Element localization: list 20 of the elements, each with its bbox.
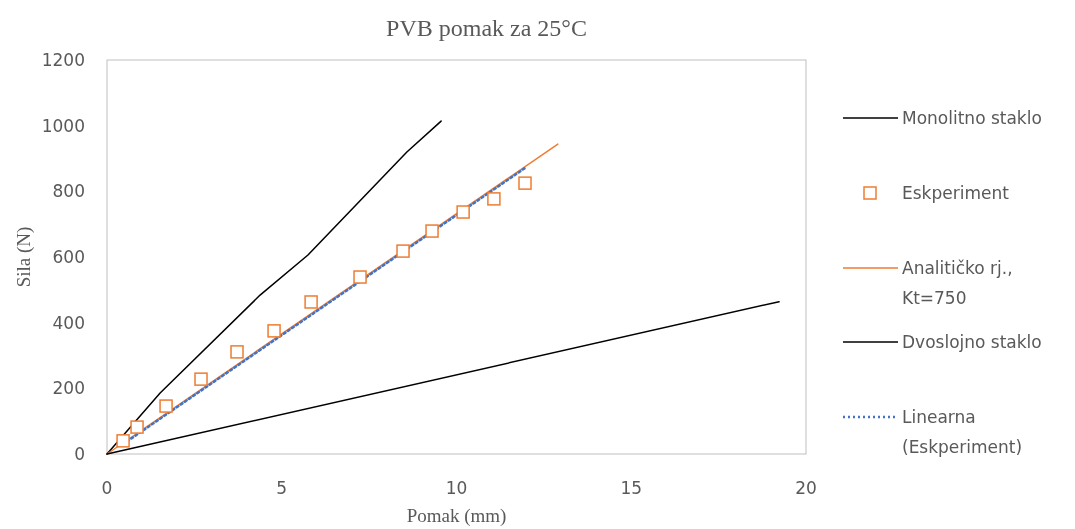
legend-label: Analitičko rj., Kt=750 (902, 258, 1013, 308)
legend-label: Monolitno staklo (902, 108, 1042, 128)
x-tick-label: 10 (445, 478, 468, 498)
y-tick-label: 1200 (41, 50, 85, 70)
chart-title: PVB pomak za 25°C (386, 15, 587, 41)
y-tick-label: 0 (74, 444, 85, 464)
legend-label: Linearna (Eskperiment) (902, 407, 1023, 457)
legend-label: Dvoslojno staklo (902, 332, 1042, 352)
y-axis-title: Sila (N) (13, 226, 35, 288)
y-tick-label: 1000 (41, 115, 85, 136)
x-axis-title: Pomak (mm) (406, 505, 507, 527)
legend-label: Eskperiment (902, 183, 1010, 203)
y-tick-label: 600 (52, 247, 85, 267)
x-tick-label: 5 (276, 478, 288, 498)
x-tick-label: 0 (101, 478, 113, 498)
y-tick-label: 200 (52, 378, 85, 399)
x-tick-label: 20 (795, 478, 817, 498)
x-tick-label: 15 (620, 478, 643, 498)
y-tick-label: 800 (52, 181, 85, 202)
y-tick-label: 400 (52, 312, 85, 333)
